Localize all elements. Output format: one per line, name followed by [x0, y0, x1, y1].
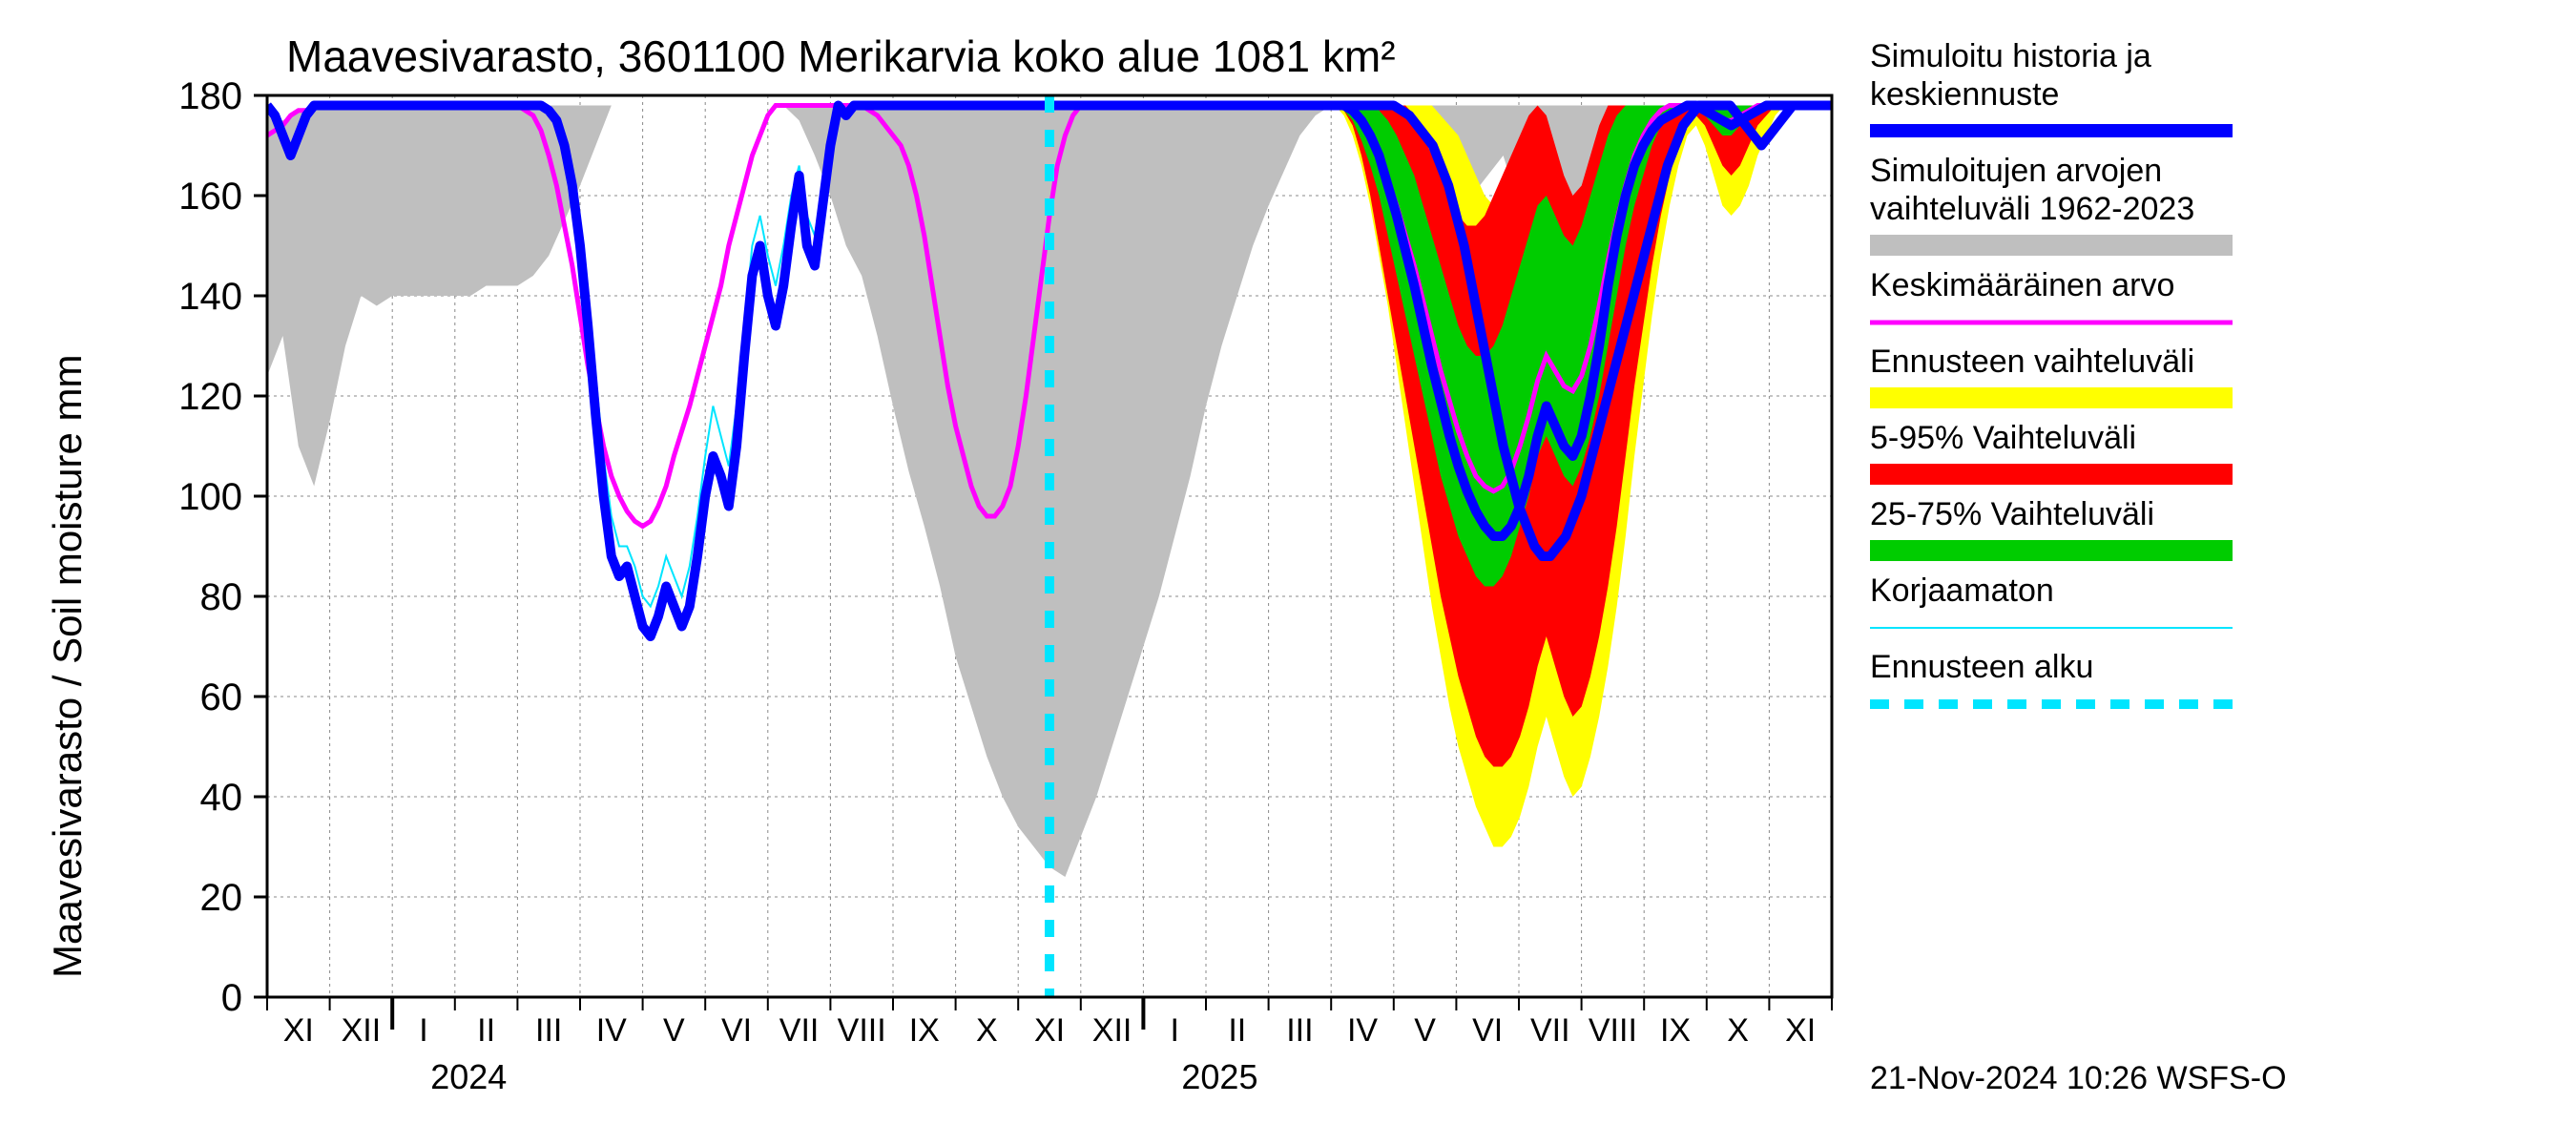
x-month-label: IX [909, 1012, 940, 1049]
legend-label: Ennusteen vaihteluväli [1870, 344, 2194, 380]
x-month-label: IV [596, 1012, 627, 1049]
x-month-label: VI [721, 1012, 752, 1049]
soil-moisture-chart: 020406080100120140160180XIXIIIIIIIIIVVVI… [0, 0, 2576, 1145]
legend-label: Ennusteen alku [1870, 649, 2093, 685]
legend-swatch [1870, 387, 2233, 408]
x-month-label: II [1228, 1012, 1246, 1049]
legend-label: 5-95% Vaihteluväli [1870, 420, 2136, 456]
x-month-label: XII [1092, 1012, 1132, 1049]
x-month-label: VII [779, 1012, 820, 1049]
legend-swatch [1870, 540, 2233, 561]
y-tick-label: 40 [200, 777, 243, 819]
x-month-label: I [419, 1012, 427, 1049]
legend-swatch [1870, 464, 2233, 485]
x-month-label: IX [1660, 1012, 1691, 1049]
x-year-label: 2024 [430, 1057, 507, 1096]
legend-swatch [1870, 124, 2233, 137]
y-tick-label: 160 [178, 176, 242, 218]
y-tick-label: 80 [200, 576, 243, 618]
legend-label: vaihteluväli 1962-2023 [1870, 191, 2194, 227]
x-month-label: X [1727, 1012, 1749, 1049]
x-year-label: 2025 [1181, 1057, 1257, 1096]
legend-label: Keskimääräinen arvo [1870, 267, 2174, 303]
x-month-label: VIII [1589, 1012, 1637, 1049]
legend-label: Simuloitujen arvojen [1870, 153, 2162, 189]
legend-swatch [1870, 235, 2233, 256]
x-month-label: X [976, 1012, 998, 1049]
x-month-label: V [663, 1012, 685, 1049]
y-tick-label: 0 [221, 977, 242, 1019]
legend-label: Korjaamaton [1870, 572, 2054, 609]
x-month-label: III [535, 1012, 562, 1049]
x-month-label: IV [1347, 1012, 1378, 1049]
y-tick-label: 180 [178, 75, 242, 117]
y-tick-label: 20 [200, 877, 243, 919]
x-month-label: II [477, 1012, 495, 1049]
footer-timestamp: 21-Nov-2024 10:26 WSFS-O [1870, 1060, 2287, 1096]
y-axis-title: Maavesivarasto / Soil moisture mm [45, 354, 90, 978]
y-tick-label: 100 [178, 476, 242, 518]
x-month-label: XI [283, 1012, 314, 1049]
y-tick-label: 140 [178, 276, 242, 318]
x-month-label: XI [1785, 1012, 1816, 1049]
x-month-label: VIII [838, 1012, 886, 1049]
y-tick-label: 60 [200, 677, 243, 718]
x-month-label: XII [342, 1012, 382, 1049]
x-month-label: V [1414, 1012, 1436, 1049]
x-month-label: VII [1530, 1012, 1570, 1049]
x-month-label: I [1170, 1012, 1178, 1049]
legend-label: Simuloitu historia ja [1870, 38, 2151, 74]
legend-label: 25-75% Vaihteluväli [1870, 496, 2154, 532]
x-month-label: III [1286, 1012, 1313, 1049]
x-month-label: VI [1472, 1012, 1503, 1049]
chart-title: Maavesivarasto, 3601100 Merikarvia koko … [286, 31, 1396, 81]
x-month-label: XI [1034, 1012, 1065, 1049]
y-tick-label: 120 [178, 376, 242, 418]
legend-label: keskiennuste [1870, 76, 2059, 113]
